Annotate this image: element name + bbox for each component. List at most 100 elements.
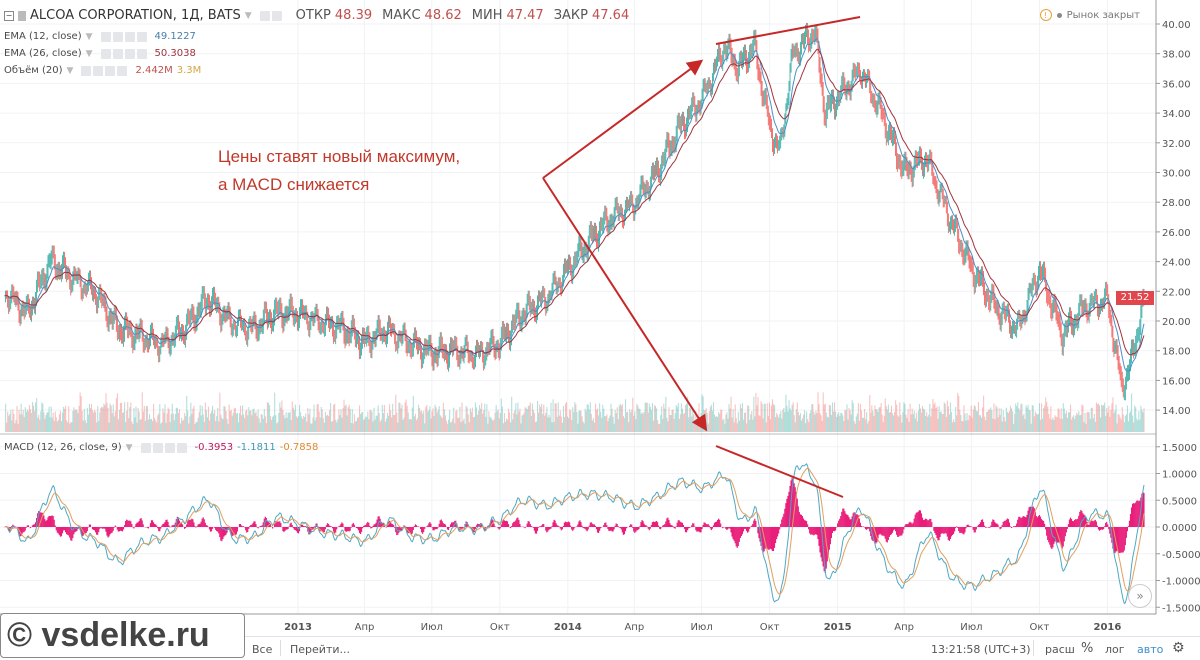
volume-bar xyxy=(952,422,954,432)
volume-bar xyxy=(556,416,558,432)
volume-bar xyxy=(45,415,47,432)
ema12-buttons[interactable] xyxy=(100,31,147,42)
percent-scale-button[interactable]: % xyxy=(1081,641,1094,656)
volume-bar xyxy=(411,407,413,432)
volume-bar xyxy=(93,412,95,432)
volume-bar xyxy=(255,411,257,432)
ema12-legend[interactable]: EMA (12, close) ▼ 49.1227 xyxy=(4,31,196,42)
volume-bar xyxy=(290,419,292,432)
chevron-down-icon[interactable]: ▼ xyxy=(85,31,93,42)
volume-bar xyxy=(1025,405,1027,432)
gear-icon[interactable]: ⚙ xyxy=(1172,640,1185,656)
volume-bar xyxy=(270,416,272,432)
macd-legend[interactable]: MACD (12, 26, close, 9) ▼ -0.3953 -1.1811… xyxy=(4,442,318,453)
volume-bar xyxy=(934,402,936,432)
volume-bar xyxy=(278,412,280,432)
volume-bar xyxy=(1043,408,1045,432)
volume-bar xyxy=(328,410,331,432)
volume-bar xyxy=(609,415,611,432)
volume-buttons[interactable] xyxy=(81,65,128,76)
volume-bar xyxy=(713,414,716,432)
scroll-to-realtime-button[interactable]: » xyxy=(1128,584,1152,608)
volume-bar xyxy=(809,413,811,432)
volume-bar xyxy=(221,418,223,432)
volume-bar xyxy=(413,416,415,432)
volume-bar xyxy=(434,404,436,432)
annotation-line-1: Цены ставят новый максимум, xyxy=(218,147,461,166)
volume-bar xyxy=(795,409,797,432)
macd-buttons[interactable] xyxy=(140,442,187,453)
volume-bar xyxy=(814,414,816,432)
range-all-button[interactable]: Все xyxy=(252,643,273,656)
volume-bar xyxy=(777,414,779,432)
auto-scale-button[interactable]: авто xyxy=(1137,643,1164,656)
chart-canvas[interactable]: 14.00 16.00 18.00 20.00 22.00 24.00 26.00 28.00… xyxy=(0,0,1200,636)
volume-bar xyxy=(689,408,691,432)
volume-bar xyxy=(852,402,854,432)
volume-bar xyxy=(827,417,829,432)
volume-bar xyxy=(883,415,885,432)
volume-bar xyxy=(421,410,423,432)
volume-bar xyxy=(693,414,695,432)
volume-bar xyxy=(520,423,522,432)
volume-bar xyxy=(1102,405,1104,432)
volume-bar xyxy=(861,417,864,432)
collapse-icon[interactable]: − xyxy=(4,10,14,21)
goto-date-button[interactable]: Перейти... xyxy=(290,643,350,656)
chevron-down-icon[interactable]: ▼ xyxy=(125,442,133,453)
volume-bar xyxy=(493,419,495,432)
time-tick-label: 2016 xyxy=(1094,622,1122,633)
volume-bar xyxy=(195,422,197,432)
volume-bar xyxy=(710,404,712,432)
macd-label[interactable]: MACD (12, 26, close, 9) xyxy=(4,442,122,453)
ema12-label[interactable]: EMA (12, close) xyxy=(4,31,82,42)
volume-bar xyxy=(298,404,301,432)
ema26-label[interactable]: EMA (26, close) xyxy=(4,48,82,59)
volume-bar xyxy=(584,408,586,432)
symbol-title[interactable]: ALCOA CORPORATION, 1Д, BATS xyxy=(30,8,241,23)
volume-bar xyxy=(661,406,663,432)
chevron-down-icon[interactable]: ▼ xyxy=(85,48,93,59)
symbol-buttons[interactable] xyxy=(259,10,282,21)
volume-bar xyxy=(138,411,140,432)
volume-bar xyxy=(805,423,807,432)
volume-bar xyxy=(503,412,505,432)
volume-bar xyxy=(793,415,795,432)
extended-hours-button[interactable]: расш xyxy=(1045,643,1075,656)
volume-bar xyxy=(822,392,824,432)
volume-bar xyxy=(1075,415,1077,432)
volume-bar xyxy=(325,415,327,432)
close-value: 47.64 xyxy=(592,8,630,23)
volume-bar xyxy=(271,419,273,432)
ema26-legend[interactable]: EMA (26, close) ▼ 50.3038 xyxy=(4,48,196,59)
volume-bar xyxy=(527,406,529,432)
log-scale-button[interactable]: лог xyxy=(1105,643,1125,656)
volume-legend[interactable]: Объём (20) ▼ 2.442M 3.3M xyxy=(4,65,201,76)
volume-bar xyxy=(192,408,194,432)
info-icon[interactable]: ! xyxy=(1039,9,1052,21)
volume-bar xyxy=(782,409,784,432)
volume-bar xyxy=(799,413,801,432)
volume-bar xyxy=(1090,408,1092,432)
volume-bar xyxy=(226,418,228,432)
volume-label[interactable]: Объём (20) xyxy=(4,65,63,76)
volume-bar xyxy=(175,408,177,432)
volume-bar xyxy=(225,410,227,432)
volume-bar xyxy=(268,405,271,432)
ema26-buttons[interactable] xyxy=(100,48,147,59)
volume-bar xyxy=(470,411,472,432)
volume-bar xyxy=(930,416,932,432)
volume-bar xyxy=(796,402,798,432)
chevron-down-icon[interactable]: ▼ xyxy=(66,65,74,76)
open-value: 48.39 xyxy=(334,8,373,23)
volume-bar xyxy=(24,407,26,432)
volume-bar xyxy=(770,405,772,432)
macd-tick-label: -1.0000 xyxy=(1162,577,1200,588)
chevron-down-icon[interactable]: ▼ xyxy=(244,10,252,21)
volume-bar xyxy=(547,417,549,432)
volume-bar xyxy=(570,410,572,432)
volume-bar xyxy=(977,402,979,432)
volume-bar xyxy=(23,416,25,432)
volume-bar xyxy=(145,406,147,432)
volume-bar xyxy=(52,412,54,432)
